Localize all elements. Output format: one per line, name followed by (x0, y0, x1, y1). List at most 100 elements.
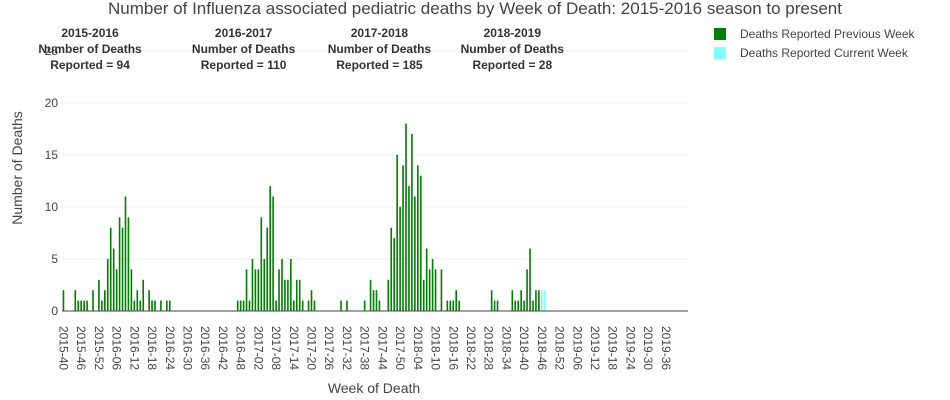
legend-swatch[interactable] (714, 47, 726, 59)
bar-previous[interactable] (245, 269, 248, 311)
bar-previous[interactable] (281, 258, 283, 311)
bar-previous[interactable] (62, 290, 65, 311)
bar-previous[interactable] (154, 300, 156, 311)
bar-previous[interactable] (130, 269, 133, 311)
bar-previous[interactable] (263, 258, 266, 311)
bar-previous[interactable] (393, 238, 396, 311)
bar-previous[interactable] (168, 300, 171, 311)
bar-previous[interactable] (98, 279, 100, 311)
bar-current[interactable] (541, 290, 543, 311)
bar-previous[interactable] (496, 300, 499, 311)
bar-previous[interactable] (133, 300, 136, 311)
bar-previous[interactable] (151, 300, 153, 311)
bar-previous[interactable] (124, 196, 127, 311)
bar-previous[interactable] (369, 279, 372, 311)
bar-previous[interactable] (363, 300, 366, 311)
bar-previous[interactable] (434, 269, 437, 311)
bar-previous[interactable] (101, 300, 103, 311)
legend-label[interactable]: Deaths Reported Current Week (740, 46, 909, 60)
bar-previous[interactable] (375, 290, 378, 311)
bar-previous[interactable] (260, 217, 263, 311)
bar-previous[interactable] (115, 269, 118, 311)
bar-previous[interactable] (372, 290, 375, 311)
bar-previous[interactable] (538, 290, 540, 311)
bar-previous[interactable] (248, 300, 251, 311)
bar-previous[interactable] (106, 258, 109, 311)
bar-previous[interactable] (287, 279, 289, 311)
bar-previous[interactable] (399, 206, 401, 311)
bar-previous[interactable] (83, 300, 85, 311)
bar-previous[interactable] (458, 300, 460, 311)
bar-previous[interactable] (408, 186, 410, 311)
bar-previous[interactable] (526, 269, 528, 311)
bar-previous[interactable] (387, 279, 390, 311)
bar-previous[interactable] (405, 123, 407, 312)
bar-previous[interactable] (428, 269, 431, 311)
bar-previous[interactable] (142, 279, 145, 311)
bar-previous[interactable] (74, 290, 77, 311)
bar-previous[interactable] (278, 269, 280, 311)
bar-previous[interactable] (431, 258, 434, 311)
bar-previous[interactable] (517, 300, 520, 311)
bar-previous[interactable] (490, 290, 493, 311)
bar-previous[interactable] (275, 300, 277, 311)
bar-previous[interactable] (310, 290, 313, 311)
bar-previous[interactable] (449, 300, 452, 311)
bar-previous[interactable] (514, 300, 517, 311)
bar-previous[interactable] (86, 300, 88, 311)
bar-previous[interactable] (254, 269, 257, 311)
bar-previous[interactable] (446, 300, 449, 311)
bar-previous[interactable] (121, 227, 124, 311)
bar-previous[interactable] (417, 165, 419, 311)
bar-previous[interactable] (127, 217, 130, 311)
bar-current[interactable] (543, 290, 546, 311)
bar-previous[interactable] (80, 300, 83, 311)
bar-previous[interactable] (266, 227, 269, 311)
bar-previous[interactable] (272, 196, 274, 311)
bar-previous[interactable] (411, 134, 413, 311)
bar-previous[interactable] (414, 196, 416, 311)
bar-previous[interactable] (77, 300, 80, 311)
bar-previous[interactable] (242, 300, 245, 311)
bar-previous[interactable] (290, 258, 292, 311)
bar-previous[interactable] (236, 300, 239, 311)
bar-previous[interactable] (104, 290, 106, 311)
bar-previous[interactable] (298, 279, 301, 311)
legend-label[interactable]: Deaths Reported Previous Week (740, 27, 916, 41)
bar-previous[interactable] (148, 290, 150, 311)
bar-previous[interactable] (166, 300, 168, 311)
bar-previous[interactable] (493, 300, 496, 311)
bar-previous[interactable] (378, 300, 381, 311)
bar-previous[interactable] (251, 258, 254, 311)
bar-previous[interactable] (535, 290, 537, 311)
bar-previous[interactable] (390, 227, 393, 311)
bar-previous[interactable] (425, 248, 428, 311)
bar-previous[interactable] (419, 175, 422, 311)
bar-previous[interactable] (520, 290, 522, 311)
bar-previous[interactable] (307, 300, 310, 311)
legend-swatch[interactable] (714, 28, 726, 40)
bar-previous[interactable] (160, 300, 162, 311)
bar-previous[interactable] (440, 269, 443, 311)
bar-previous[interactable] (422, 279, 425, 311)
bar-previous[interactable] (112, 248, 115, 311)
bar-previous[interactable] (452, 300, 455, 311)
bar-previous[interactable] (109, 227, 112, 311)
bar-previous[interactable] (346, 300, 348, 311)
bar-previous[interactable] (269, 186, 271, 311)
bar-previous[interactable] (292, 300, 295, 311)
bar-previous[interactable] (402, 165, 404, 311)
bar-previous[interactable] (523, 300, 525, 311)
bar-previous[interactable] (455, 290, 458, 311)
bar-previous[interactable] (92, 290, 94, 311)
bar-previous[interactable] (532, 300, 534, 311)
bar-previous[interactable] (139, 300, 142, 311)
bar-previous[interactable] (301, 300, 304, 311)
bar-previous[interactable] (340, 300, 342, 311)
bar-previous[interactable] (529, 248, 531, 311)
bar-previous[interactable] (396, 154, 398, 311)
bar-previous[interactable] (284, 279, 286, 311)
legend[interactable]: Deaths Reported Previous Week Deaths Repo… (714, 27, 916, 60)
bar-previous[interactable] (136, 290, 139, 311)
bar-previous[interactable] (239, 300, 242, 311)
